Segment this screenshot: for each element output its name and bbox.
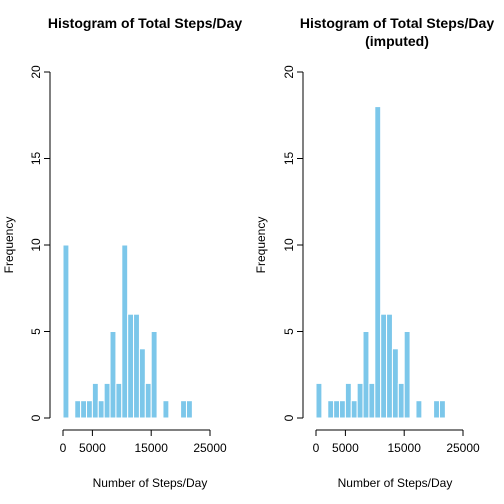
histogram-panel-imputed: Histogram of Total Steps/Day (imputed) N… xyxy=(254,15,494,490)
y-tick-label: 5 xyxy=(282,328,296,335)
histogram-bar xyxy=(180,400,187,419)
y-tick-label: 0 xyxy=(29,414,43,421)
histogram-panel-raw: Histogram of Total Steps/Day Number of S… xyxy=(2,15,242,490)
histogram-bar xyxy=(103,382,111,419)
x-tick-label: 15000 xyxy=(388,441,422,455)
histogram-bar xyxy=(133,313,140,419)
histogram-bar xyxy=(185,400,193,419)
histogram-bar xyxy=(144,382,152,419)
histogram-bar xyxy=(97,400,105,419)
x-tick-label: 5000 xyxy=(79,441,106,455)
x-axis-label: Number of Steps/Day xyxy=(338,476,453,490)
histogram-bar xyxy=(344,382,352,419)
histogram-bar xyxy=(380,313,388,419)
histogram-bar xyxy=(368,382,376,419)
histogram-bar xyxy=(115,382,123,419)
histogram-bar xyxy=(74,400,82,419)
histogram-bar xyxy=(91,382,99,419)
histogram-bar xyxy=(374,106,382,419)
y-tick-label: 20 xyxy=(282,65,296,79)
histogram-bar xyxy=(162,400,170,419)
axes: 0 5 10 15 20 0 5000 15000 25000 xyxy=(282,65,480,455)
y-axis-label: Frequency xyxy=(2,217,16,274)
bars xyxy=(62,244,193,419)
histogram-bar xyxy=(62,244,70,419)
histogram-bar xyxy=(121,244,129,419)
x-tick-label: 25000 xyxy=(193,441,227,455)
chart-title-line2: (imputed) xyxy=(365,33,429,49)
histogram-bar xyxy=(333,400,341,419)
histogram-bar xyxy=(86,400,93,419)
x-tick-label: 25000 xyxy=(446,441,480,455)
y-axis-label: Frequency xyxy=(254,217,268,274)
histogram-bar xyxy=(362,331,370,419)
histogram-bar xyxy=(315,382,323,419)
histogram-bar xyxy=(438,400,446,419)
histogram-bar xyxy=(127,313,135,419)
y-tick-label: 5 xyxy=(29,328,43,335)
y-tick-label: 0 xyxy=(282,414,296,421)
axes: 0 5 10 15 20 0 5000 15000 25000 xyxy=(29,65,227,455)
bars xyxy=(315,106,446,419)
histogram-bar xyxy=(356,382,364,419)
y-tick-label: 20 xyxy=(29,65,43,79)
x-tick-label: 0 xyxy=(313,441,320,455)
histogram-bar xyxy=(403,331,411,419)
histogram-bar xyxy=(350,400,358,419)
histogram-bar xyxy=(327,400,335,419)
y-tick-label: 15 xyxy=(282,152,296,166)
chart-title: Histogram of Total Steps/Day xyxy=(48,15,242,31)
y-tick-label: 10 xyxy=(29,238,43,252)
histogram-bar xyxy=(80,400,88,419)
histogram-bar xyxy=(150,331,158,419)
histogram-bar xyxy=(397,382,405,419)
histogram-bar xyxy=(433,400,440,419)
histogram-bar xyxy=(415,400,423,419)
histogram-bar xyxy=(138,348,146,419)
histogram-bar xyxy=(339,400,346,419)
histogram-bar xyxy=(391,348,399,419)
histogram-bar xyxy=(386,313,393,419)
x-tick-label: 0 xyxy=(60,441,67,455)
y-tick-label: 15 xyxy=(29,152,43,166)
x-tick-label: 5000 xyxy=(332,441,359,455)
y-tick-label: 10 xyxy=(282,238,296,252)
chart-title: Histogram of Total Steps/Day xyxy=(300,15,494,31)
x-axis-label: Number of Steps/Day xyxy=(93,476,208,490)
histogram-bar xyxy=(109,331,117,419)
x-tick-label: 15000 xyxy=(135,441,169,455)
